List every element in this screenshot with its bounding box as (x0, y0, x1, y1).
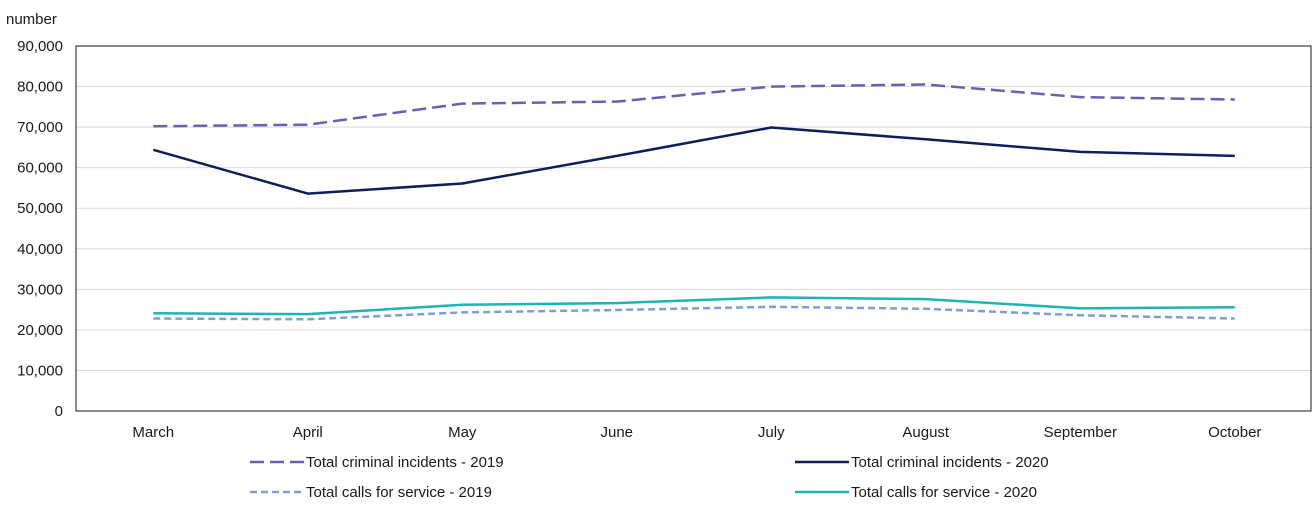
legend-item: Total calls for service - 2019 (250, 484, 492, 501)
series-line-2 (152, 126, 1235, 195)
legend-label: Total criminal incidents - 2019 (306, 454, 504, 471)
x-tick-label: August (902, 424, 950, 441)
y-tick-label: 0 (55, 403, 63, 420)
y-tick-label: 50,000 (17, 200, 63, 217)
y-tick-label: 30,000 (17, 281, 63, 298)
y-tick-label: 70,000 (17, 119, 63, 136)
legend-label: Total calls for service - 2020 (851, 484, 1037, 501)
y-tick-label: 40,000 (17, 241, 63, 258)
legend-label: Total criminal incidents - 2020 (851, 454, 1049, 471)
y-tick-label: 60,000 (17, 160, 63, 177)
y-tick-label: 20,000 (17, 322, 63, 339)
series-lines (152, 83, 1235, 321)
x-tick-label: March (132, 424, 174, 441)
y-tick-label: 80,000 (17, 79, 63, 96)
x-tick-label: September (1044, 424, 1117, 441)
legend-label: Total calls for service - 2019 (306, 484, 492, 501)
y-tick-label: 90,000 (17, 38, 63, 55)
legend-item: Total criminal incidents - 2019 (250, 454, 504, 471)
x-tick-label: May (448, 424, 477, 441)
x-tick-label: June (600, 424, 633, 441)
legend-item: Total calls for service - 2020 (795, 484, 1037, 501)
legend-item: Total criminal incidents - 2020 (795, 454, 1049, 471)
y-tick-label: 10,000 (17, 362, 63, 379)
x-tick-label: July (758, 424, 785, 441)
gridlines (76, 86, 1312, 371)
legend: Total criminal incidents - 2019 Total cri… (250, 454, 1049, 501)
y-axis-ticks: 0 10,000 20,000 30,000 40,000 50,000 60,000 70,… (17, 38, 63, 420)
x-axis-ticks: March April May June July August September Octo… (132, 424, 1261, 441)
series-line-3 (153, 305, 1235, 321)
plot-area-frame (75, 45, 1312, 412)
x-tick-label: October (1208, 424, 1261, 441)
x-tick-label: April (293, 424, 323, 441)
series-line-1 (153, 83, 1235, 128)
series-line-4 (153, 296, 1235, 316)
y-axis-label: number (6, 11, 57, 28)
